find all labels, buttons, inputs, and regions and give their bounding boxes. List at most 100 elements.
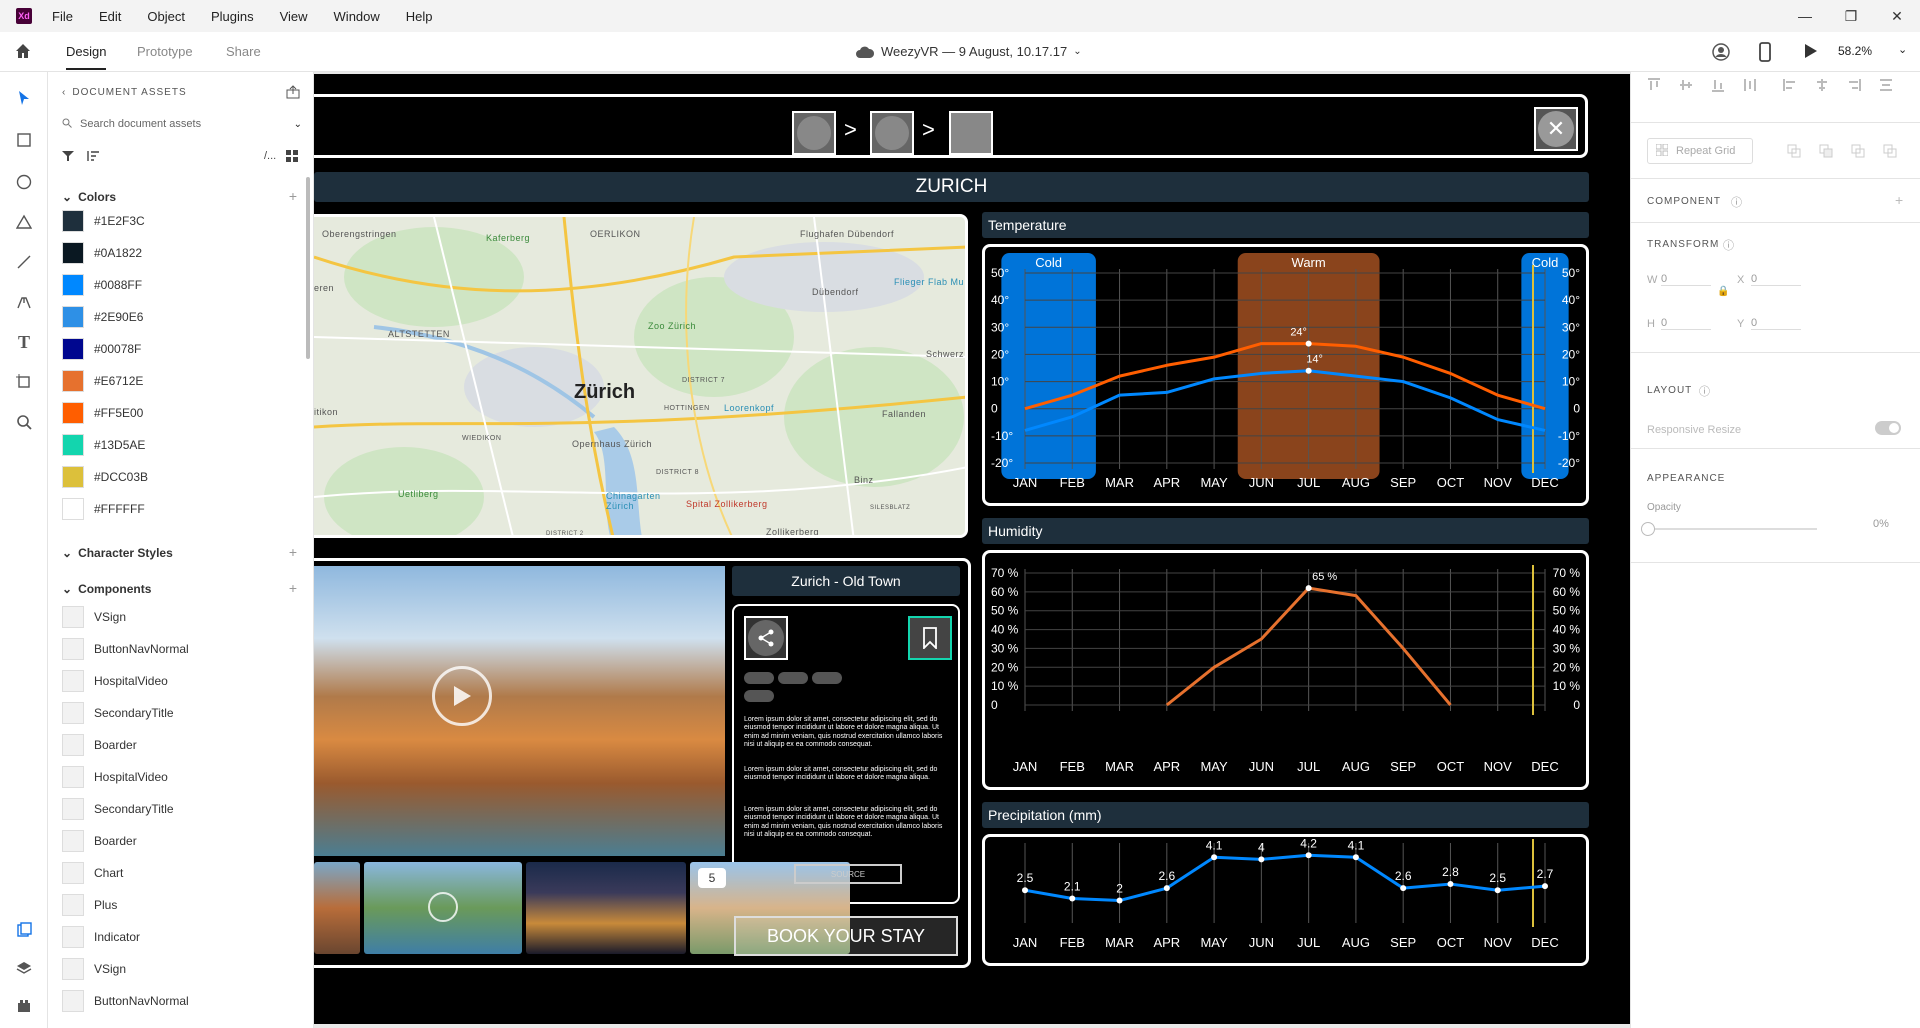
lock-icon[interactable]: 🔒: [1717, 286, 1730, 297]
canvas[interactable]: > > ✕ ZURICH: [314, 72, 1630, 1028]
add-component-state-icon[interactable]: +: [1895, 192, 1904, 208]
tab-share[interactable]: Share: [226, 44, 261, 59]
color-swatch-row[interactable]: #FFFFFF: [62, 498, 145, 520]
y-input[interactable]: 0: [1751, 317, 1801, 330]
opacity-slider[interactable]: [1641, 522, 1817, 536]
zoom-chevron-icon[interactable]: ⌄: [1898, 44, 1908, 56]
x-input[interactable]: 0: [1751, 273, 1801, 286]
component-item[interactable]: VSign: [62, 606, 126, 628]
opacity-input[interactable]: 0%: [1873, 518, 1889, 530]
menu-window[interactable]: Window: [333, 8, 380, 24]
book-your-stay-button[interactable]: BOOK YOUR STAY: [734, 916, 958, 956]
ellipse-tool-icon[interactable]: [12, 170, 36, 194]
menu-object[interactable]: Object: [147, 8, 185, 24]
home-icon[interactable]: [14, 42, 32, 63]
assets-panel-icon[interactable]: [12, 918, 36, 942]
info-icon[interactable]: ⓘ: [1731, 197, 1742, 209]
grid-view-icon[interactable]: [286, 150, 298, 165]
artboard[interactable]: > > ✕ ZURICH: [314, 74, 1630, 1024]
color-swatch-row[interactable]: #DCC03B: [62, 466, 148, 488]
tag-pill[interactable]: [744, 690, 774, 702]
menu-help[interactable]: Help: [405, 8, 433, 24]
width-input[interactable]: 0: [1661, 273, 1711, 286]
color-swatch-row[interactable]: #2E90E6: [62, 306, 143, 328]
menu-plugins[interactable]: Plugins: [210, 8, 254, 24]
polygon-tool-icon[interactable]: [12, 210, 36, 234]
color-swatch-row[interactable]: #00078F: [62, 338, 141, 360]
breadcrumb-step-1[interactable]: [792, 111, 836, 155]
component-item[interactable]: Chart: [62, 862, 123, 884]
gallery-thumbnail[interactable]: [526, 862, 686, 954]
minimize-icon[interactable]: —: [1798, 8, 1812, 24]
sort-icon[interactable]: [86, 150, 100, 165]
color-swatch[interactable]: [62, 370, 84, 392]
align-bottom-icon[interactable]: [1711, 78, 1725, 95]
color-swatch-row[interactable]: #13D5AE: [62, 434, 145, 456]
colors-section[interactable]: ⌄ Colors: [62, 190, 116, 204]
info-icon[interactable]: ⓘ: [1699, 386, 1710, 398]
intersect-boolean-icon[interactable]: [1851, 144, 1865, 161]
add-color-icon[interactable]: +: [288, 188, 297, 204]
color-swatch-row[interactable]: #1E2F3C: [62, 210, 145, 232]
color-swatch[interactable]: [62, 338, 84, 360]
play-video-icon[interactable]: [432, 666, 492, 726]
artboard-tool-icon[interactable]: [12, 370, 36, 394]
gallery-thumbnail[interactable]: 5: [690, 862, 850, 954]
subtract-boolean-icon[interactable]: [1819, 144, 1833, 161]
component-item[interactable]: ButtonNavNormal: [62, 638, 189, 660]
color-swatch[interactable]: [62, 434, 84, 456]
bookmark-button[interactable]: [908, 616, 952, 660]
color-swatch[interactable]: [62, 306, 84, 328]
responsive-resize-toggle[interactable]: [1875, 421, 1901, 435]
color-swatch-row[interactable]: #FF5E00: [62, 402, 143, 424]
components-section[interactable]: ⌄ Components: [62, 582, 151, 596]
gallery-thumbnail[interactable]: [364, 862, 522, 954]
align-left-icon[interactable]: [1783, 78, 1797, 95]
add-boolean-icon[interactable]: [1787, 144, 1801, 161]
color-swatch[interactable]: [62, 466, 84, 488]
color-swatch[interactable]: [62, 498, 84, 520]
zoom-tool-icon[interactable]: [12, 410, 36, 434]
component-item[interactable]: SecondaryTitle: [62, 798, 174, 820]
component-item[interactable]: SecondaryTitle: [62, 702, 174, 724]
color-swatch[interactable]: [62, 274, 84, 296]
component-item[interactable]: Indicator: [62, 926, 140, 948]
tag-pill[interactable]: [812, 672, 842, 684]
menu-edit[interactable]: Edit: [98, 8, 122, 24]
text-tool-icon[interactable]: T: [17, 331, 30, 352]
component-item[interactable]: HospitalVideo: [62, 766, 168, 788]
filter-icon[interactable]: [62, 150, 74, 165]
assets-header[interactable]: ‹ DOCUMENT ASSETS: [62, 87, 187, 98]
search-assets[interactable]: Search document assets ⌄: [62, 113, 302, 135]
align-right-icon[interactable]: [1847, 78, 1861, 95]
list-view-icon[interactable]: /...: [264, 150, 277, 162]
mobile-preview-icon[interactable]: [1758, 42, 1772, 65]
rectangle-tool-icon[interactable]: [12, 128, 36, 152]
tag-pill[interactable]: [744, 672, 774, 684]
height-input[interactable]: 0: [1661, 317, 1711, 330]
align-top-icon[interactable]: [1647, 78, 1661, 95]
line-tool-icon[interactable]: [12, 250, 36, 274]
search-filter-chevron-icon[interactable]: ⌄: [293, 118, 302, 130]
select-tool-icon[interactable]: [12, 86, 36, 110]
layers-icon[interactable]: [12, 956, 36, 980]
align-middle-icon[interactable]: [1679, 78, 1693, 95]
color-swatch-row[interactable]: #0A1822: [62, 242, 142, 264]
play-icon[interactable]: [1804, 43, 1818, 62]
component-item[interactable]: VSign: [62, 958, 126, 980]
opacity-slider-handle[interactable]: [1641, 522, 1655, 536]
add-character-style-icon[interactable]: +: [288, 544, 297, 560]
color-swatch[interactable]: [62, 210, 84, 232]
share-button[interactable]: [744, 616, 788, 660]
close-button[interactable]: ✕: [1534, 107, 1578, 151]
info-icon[interactable]: ⓘ: [1723, 240, 1734, 252]
color-swatch[interactable]: [62, 242, 84, 264]
menu-file[interactable]: File: [52, 8, 73, 24]
character-styles-section[interactable]: ⌄ Character Styles: [62, 546, 173, 560]
color-swatch-row[interactable]: #0088FF: [62, 274, 142, 296]
repeat-grid-button[interactable]: Repeat Grid: [1647, 138, 1753, 164]
color-swatch-row[interactable]: #E6712E: [62, 370, 143, 392]
zoom-level[interactable]: 58.2%: [1838, 44, 1873, 58]
document-title[interactable]: WeezyVR — 9 August, 10.17.17 ⌄: [855, 44, 1082, 59]
component-item[interactable]: ButtonNavNormal: [62, 990, 189, 1012]
